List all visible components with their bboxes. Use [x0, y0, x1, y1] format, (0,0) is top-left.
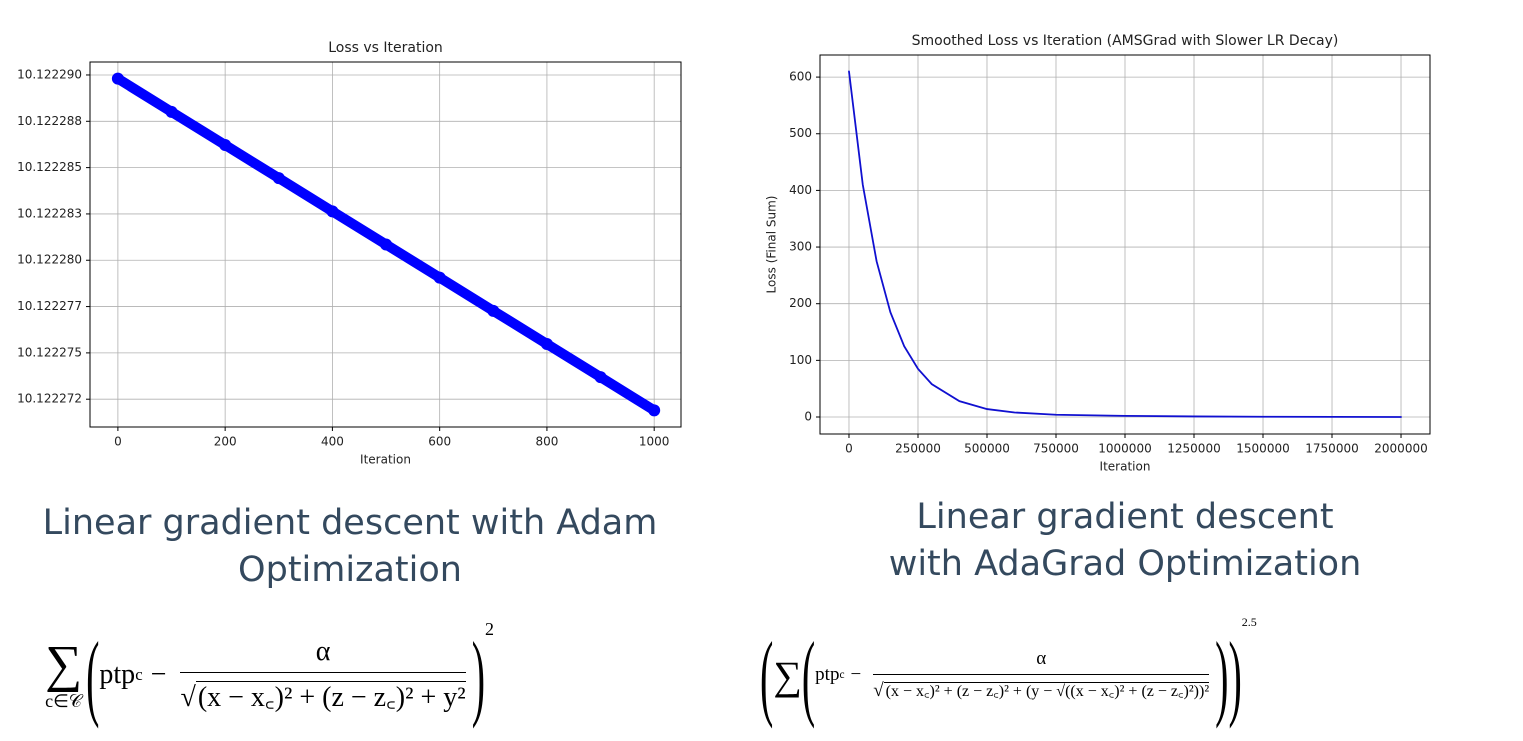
caption: Linear gradient descent with AdaGrad Opt…	[775, 494, 1475, 588]
marker	[540, 337, 553, 350]
term: ptp	[99, 659, 136, 690]
y-tick-label: 10.122288	[17, 114, 82, 128]
term-sub: c	[839, 669, 845, 681]
term: ptp	[815, 664, 840, 685]
marker	[219, 139, 232, 152]
y-tick-label: 10.122272	[17, 392, 82, 406]
exponent: 2	[485, 619, 495, 639]
y-tick-label: 10.122275	[17, 345, 82, 359]
chart-title: Smoothed Loss vs Iteration (AMSGrad with…	[912, 33, 1339, 49]
caption-line: Linear gradient descent with Adam	[42, 503, 658, 543]
y-tick-label: 200	[789, 296, 812, 310]
numerator: α	[315, 635, 331, 667]
y-tick-label: 10.122285	[17, 160, 82, 174]
formula: ( ∑ ( ptp c − α √ (x − x꜀)² + (z − z꜀)² + …	[760, 615, 1257, 729]
x-tick-label: 800	[535, 435, 558, 449]
exponent: 2.5	[1241, 615, 1257, 629]
x-tick-label: 600	[428, 435, 451, 449]
y-tick-label: 10.122280	[17, 253, 82, 267]
x-tick-label: 750000	[1033, 442, 1079, 456]
y-tick-label: 100	[789, 353, 812, 367]
y-tick-label: 10.122290	[17, 67, 82, 81]
marker	[487, 304, 500, 317]
y-tick-label: 300	[789, 240, 812, 254]
x-tick-label: 1250000	[1167, 442, 1220, 456]
x-axis-label: Iteration	[1100, 460, 1151, 474]
fraction: α √ (x − x꜀)² + (z − z꜀)² + (y − √((x − x…	[873, 648, 1210, 701]
caption-line: with AdaGrad Optimization	[888, 544, 1362, 584]
fraction: α √(x − x꜀)² + (z − z꜀)² + y²	[180, 635, 466, 713]
formula: ∑ c∈𝒞 ( ptp c − α √(x − x꜀)² + (z − z꜀)² …	[45, 619, 495, 729]
denominator: (x − x꜀)² + (z − z꜀)² + y²	[195, 680, 466, 713]
y-tick-label: 10.122277	[17, 299, 82, 313]
x-tick-label: 1000	[639, 435, 670, 449]
line	[848, 70, 1402, 418]
y-tick-label: 10.122283	[17, 206, 82, 220]
marker	[111, 72, 124, 85]
sum: ∑ c∈𝒞	[45, 635, 83, 711]
numerator: α	[1036, 648, 1047, 669]
chart-title: Loss vs Iteration	[328, 40, 443, 56]
marker	[165, 105, 178, 118]
caption: Linear gradient descent with Adam Optimi…	[0, 500, 700, 594]
marker	[326, 205, 339, 218]
axes-frame	[819, 54, 1431, 435]
denominator: (x − x꜀)² + (z − z꜀)² + (y − √((x − x꜀)²…	[883, 682, 1210, 700]
marker	[433, 271, 446, 284]
x-tick-label: 200	[214, 435, 237, 449]
x-tick-label: 400	[321, 435, 344, 449]
x-tick-label: 500000	[964, 442, 1010, 456]
caption-line: Optimization	[238, 550, 462, 590]
marker	[272, 172, 285, 185]
x-axis-label: Iteration	[360, 453, 411, 467]
sum-sub: c∈𝒞	[45, 690, 82, 711]
x-tick-label: 2000000	[1374, 442, 1427, 456]
charts: 10.122290 10.122288 10.122285 10.122283 10.1…	[17, 33, 1431, 474]
x-tick-label: 250000	[895, 442, 941, 456]
x-tick-label: 1750000	[1305, 442, 1358, 456]
caption-line: Linear gradient descent	[916, 497, 1334, 537]
x-tick-label: 1000000	[1098, 442, 1151, 456]
y-axis-label: Loss (Final Sum)	[765, 196, 779, 294]
x-tick-label: 0	[845, 442, 853, 456]
term-sub: c	[135, 665, 143, 684]
x-tick-label: 0	[114, 435, 122, 449]
y-tick-label: 0	[804, 410, 812, 424]
minus: −	[150, 659, 167, 690]
x-tick-label: 1500000	[1236, 442, 1289, 456]
marker	[648, 404, 661, 417]
y-tick-label: 500	[789, 126, 812, 140]
marker	[594, 371, 607, 384]
y-tick-label: 600	[789, 70, 812, 84]
y-tick-label: 400	[789, 183, 812, 197]
axes-frame	[89, 61, 682, 428]
minus: −	[850, 664, 862, 685]
marker	[380, 238, 393, 251]
